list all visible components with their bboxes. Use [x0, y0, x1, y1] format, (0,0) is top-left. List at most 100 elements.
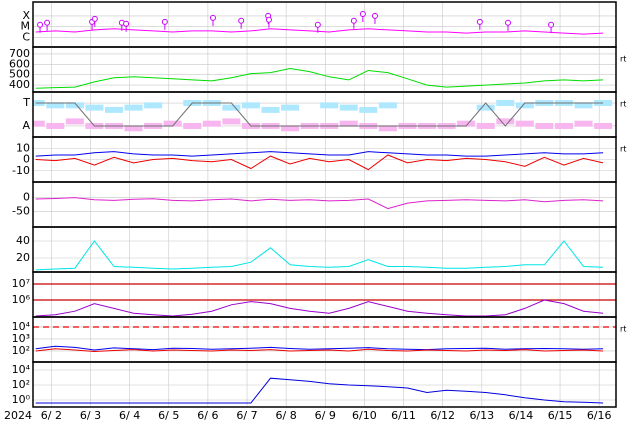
y-tick-label: X: [22, 9, 30, 22]
flare-marker: [37, 21, 44, 28]
data-dot: [65, 102, 84, 109]
data-dot: [496, 118, 515, 125]
panel-frame: [32, 316, 617, 363]
y-tick-label: 10³: [12, 332, 30, 345]
y-tick-label: 10⁶: [12, 293, 31, 306]
y-tick-label: -10: [12, 164, 30, 177]
side-label: rt: [620, 325, 626, 334]
data-dot: [457, 120, 476, 127]
data-dot: [476, 122, 495, 129]
x-tick-label: 6/14: [509, 409, 534, 422]
panel: 100-10 rt: [12, 136, 626, 183]
y-tick-label: A: [22, 119, 30, 132]
plot-area: [35, 345, 604, 353]
y-tick-label: T: [22, 96, 30, 109]
y-tick-label: 0: [23, 153, 30, 166]
data-dot: [339, 104, 358, 111]
data-dot: [65, 118, 84, 125]
flare-marker: [209, 14, 216, 21]
data-dot: [124, 104, 143, 111]
x-tick-label: 6/ 6: [197, 409, 218, 422]
series-line: [35, 345, 604, 351]
data-dot: [378, 125, 397, 132]
data-dot: [476, 104, 495, 111]
panel-frame: [32, 181, 617, 228]
panel: 10⁴ 10² 10⁰: [12, 361, 617, 408]
x-tick-label: 6/ 8: [276, 409, 297, 422]
y-tick-label: 500: [9, 68, 30, 81]
series-line: [35, 154, 604, 171]
series-line: [35, 102, 604, 127]
flare-marker: [314, 21, 321, 28]
data-dot: [515, 120, 534, 127]
data-dot: [359, 106, 378, 113]
y-tick-label: 10²: [12, 344, 30, 357]
flare-marker: [350, 17, 357, 24]
data-dot: [124, 125, 143, 132]
y-tick-label: 600: [9, 57, 30, 70]
series-line: [35, 240, 604, 271]
data-dot: [241, 102, 260, 109]
x-tick-label: 6/10: [352, 409, 377, 422]
series-line: [35, 197, 604, 210]
data-dot: [574, 102, 593, 109]
y-tick-label: C: [22, 30, 30, 43]
x-tick-label: 6/12: [430, 409, 455, 422]
panel-frame: [32, 91, 617, 138]
flare-marker: [371, 12, 378, 19]
data-dot: [144, 102, 163, 109]
data-dot: [104, 106, 123, 113]
data-dot: [46, 102, 65, 109]
x-tick-label: 6/ 9: [315, 409, 336, 422]
y-tick-label: M: [21, 20, 31, 33]
data-dot: [339, 120, 358, 127]
flare-marker: [161, 18, 168, 25]
x-tick-label: 6/ 2: [41, 409, 62, 422]
plot-area: [33, 100, 613, 132]
flare-marker: [476, 18, 483, 25]
data-dot: [33, 120, 45, 127]
x-tick-label: 6/ 4: [119, 409, 140, 422]
data-dot: [554, 122, 573, 129]
x-tick-label: 6/11: [391, 409, 416, 422]
data-dot: [222, 118, 241, 125]
x-tick-label: 6/16: [587, 409, 612, 422]
x-tick-label: 6/ 7: [236, 409, 257, 422]
panel: XMC: [21, 1, 617, 48]
flare-marker: [238, 17, 245, 24]
side-label: rt: [620, 145, 626, 154]
flare-marker: [123, 20, 130, 27]
plot-area: [35, 377, 604, 404]
x-tick-label: 6/13: [469, 409, 494, 422]
flare-marker: [548, 21, 555, 28]
plot-area: [35, 299, 604, 317]
flare-marker: [91, 15, 98, 22]
data-dot: [222, 104, 241, 111]
data-dot: [574, 120, 593, 127]
data-dot: [46, 122, 65, 129]
data-dot: [535, 122, 554, 129]
data-dot: [496, 100, 515, 107]
y-tick-label: 400: [9, 78, 30, 91]
data-dot: [515, 102, 534, 109]
y-tick-label: 10⁰: [12, 393, 31, 406]
plot-area: [35, 11, 604, 35]
data-dot: [281, 125, 300, 132]
data-dot: [281, 104, 300, 111]
y-tick-label: 10⁴: [12, 320, 31, 333]
x-tick-label: 6/15: [548, 409, 573, 422]
y-tick-label: 20: [16, 251, 30, 264]
y-tick-label: 10²: [12, 378, 30, 391]
y-tick-label: 0: [23, 191, 30, 204]
x-tick-label: 6/ 3: [80, 409, 101, 422]
side-label: rt: [620, 55, 626, 64]
panel-frame: [32, 361, 617, 408]
plot-area: [35, 67, 604, 89]
series-line: [35, 67, 604, 89]
side-label: rt: [620, 100, 626, 109]
